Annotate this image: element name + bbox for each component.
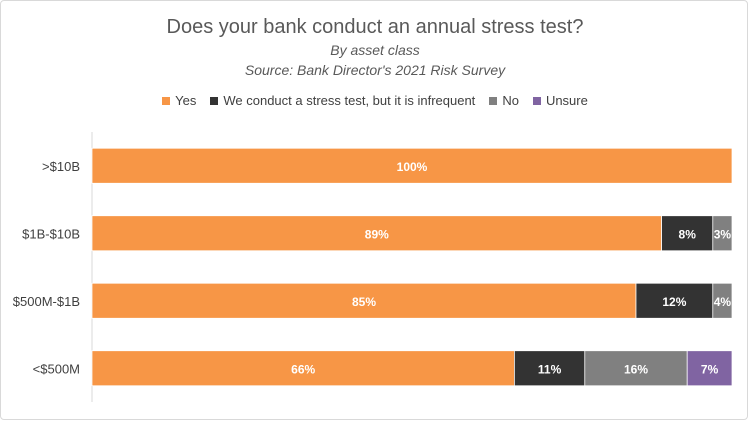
bar-segment bbox=[712, 282, 733, 319]
data-label: 89% bbox=[365, 227, 389, 241]
bar-segment bbox=[584, 350, 688, 387]
category-label: $1B-$10B bbox=[22, 226, 80, 241]
legend-label-infrequent: We conduct a stress test, but it is infr… bbox=[223, 93, 476, 108]
bar-segment bbox=[712, 215, 733, 252]
legend-label-unsure: Unsure bbox=[545, 93, 588, 108]
legend-swatch-yes bbox=[162, 96, 171, 105]
legend-label-yes: Yes bbox=[175, 93, 197, 108]
data-label: 7% bbox=[701, 362, 719, 376]
data-label: 8% bbox=[679, 227, 697, 241]
category-label: <$500M bbox=[33, 361, 80, 376]
chart-subtitle: By asset class bbox=[330, 42, 420, 58]
data-label: 12% bbox=[662, 295, 686, 309]
bar-segment bbox=[91, 215, 662, 252]
bar-segment bbox=[686, 350, 733, 387]
legend-item-infrequent: We conduct a stress test, but it is infr… bbox=[210, 93, 475, 108]
bar-segment bbox=[635, 282, 714, 319]
data-label: 16% bbox=[624, 362, 648, 376]
category-label: >$10B bbox=[42, 159, 80, 174]
data-label: 3% bbox=[714, 227, 732, 241]
chart-title: Does your bank conduct an annual stress … bbox=[166, 16, 584, 38]
bar-segment bbox=[91, 147, 733, 184]
category-label: $500M-$1B bbox=[13, 294, 80, 309]
legend-swatch-unsure bbox=[532, 96, 541, 105]
data-label: 100% bbox=[397, 160, 428, 174]
data-label: 11% bbox=[538, 362, 562, 376]
data-label: 4% bbox=[714, 295, 732, 309]
bar-segment bbox=[514, 350, 586, 387]
chart-source: Source: Bank Director's 2021 Risk Survey bbox=[244, 62, 506, 78]
data-label: 66% bbox=[291, 362, 315, 376]
legend-swatch-no bbox=[489, 96, 498, 105]
plot-area: >$10B 100% $1B-$10B 89% 8% 3% $500M-$1B 85% 12% 4… bbox=[13, 132, 733, 402]
legend: Yes We conduct a stress test, but it is … bbox=[0, 93, 750, 108]
legend-item-unsure: Unsure bbox=[532, 93, 588, 108]
legend-label-no: No bbox=[502, 93, 519, 108]
data-label: 85% bbox=[352, 295, 376, 309]
legend-item-no: No bbox=[489, 93, 519, 108]
legend-swatch-infrequent bbox=[210, 96, 219, 105]
legend-item-yes: Yes bbox=[162, 93, 196, 108]
